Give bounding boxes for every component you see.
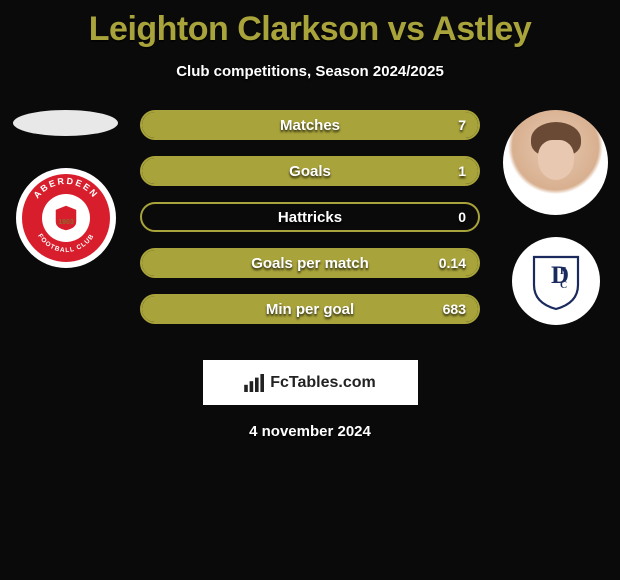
- right-player-photo: [503, 110, 608, 215]
- right-club-crest: D F C: [512, 237, 600, 325]
- stat-bars: Matches 7 Goals 1 Hattricks 0 Goals per …: [140, 110, 480, 340]
- stat-value: 7: [458, 117, 466, 133]
- snapshot-date: 4 november 2024: [0, 423, 620, 440]
- brand-text: FcTables.com: [270, 374, 376, 392]
- left-player-photo: [13, 110, 118, 136]
- dundee-crest-icon: D F C: [526, 251, 586, 311]
- stat-label: Matches: [142, 117, 478, 134]
- stat-value: 683: [443, 301, 466, 317]
- stat-bar: Goals per match 0.14: [140, 248, 480, 278]
- stat-label: Hattricks: [142, 209, 478, 226]
- stat-bar: Goals 1: [140, 156, 480, 186]
- stat-value: 1: [458, 163, 466, 179]
- stat-bar: Hattricks 0: [140, 202, 480, 232]
- stat-label: Min per goal: [142, 301, 478, 318]
- aberdeen-crest-icon: 1903 ABERDEEN FOOTBALL CLUB: [16, 166, 116, 271]
- stat-value: 0.14: [439, 255, 466, 271]
- svg-text:C: C: [560, 280, 567, 291]
- stat-bar: Min per goal 683: [140, 294, 480, 324]
- stat-value: 0: [458, 209, 466, 225]
- comparison-subtitle: Club competitions, Season 2024/2025: [0, 63, 620, 80]
- stat-bar: Matches 7: [140, 110, 480, 140]
- bars-icon: [244, 374, 266, 392]
- comparison-body: 1903 ABERDEEN FOOTBALL CLUB Matches 7 Go…: [0, 110, 620, 350]
- brand-footer: FcTables.com: [203, 360, 418, 405]
- right-player-column: D F C: [503, 110, 608, 325]
- stat-label: Goals per match: [142, 255, 478, 272]
- left-club-crest: 1903 ABERDEEN FOOTBALL CLUB: [16, 166, 116, 271]
- comparison-title: Leighton Clarkson vs Astley: [0, 0, 620, 49]
- svg-text:1903: 1903: [58, 219, 74, 226]
- svg-text:F: F: [560, 266, 566, 277]
- stat-label: Goals: [142, 163, 478, 180]
- left-player-column: 1903 ABERDEEN FOOTBALL CLUB: [8, 110, 123, 271]
